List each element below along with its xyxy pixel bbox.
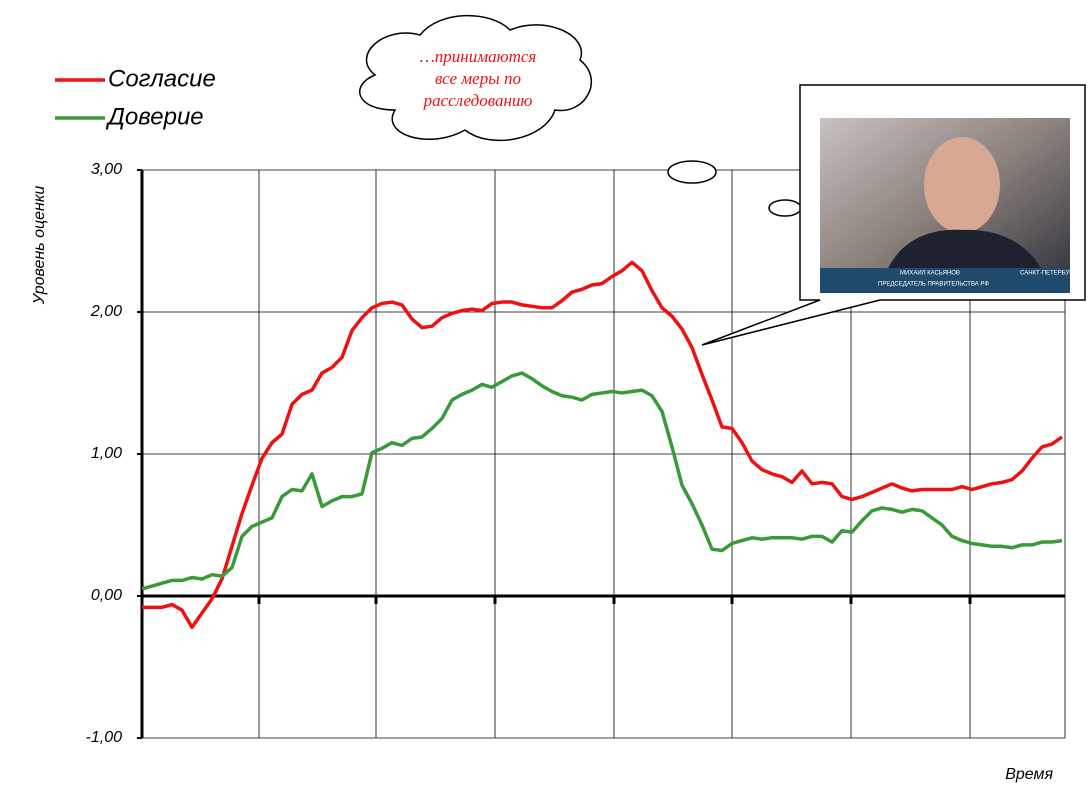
- photo-caption: МИХАИЛ КАСЬЯНОВ: [900, 271, 960, 277]
- annotation: расследованию: [423, 91, 533, 110]
- annotation: …принимаются: [420, 47, 537, 66]
- x-axis-title: Время: [1005, 766, 1053, 783]
- series-line: [141, 371, 1063, 591]
- legend-label: Согласие: [108, 65, 216, 92]
- photo-face: [924, 137, 1000, 233]
- thought-bubble: [667, 160, 717, 184]
- y-tick-label: 0,00: [91, 587, 122, 604]
- thought-bubble: [768, 199, 802, 217]
- legend-label: Доверие: [105, 103, 204, 130]
- series-line: [142, 260, 1064, 629]
- y-tick-label: 2,00: [90, 303, 122, 320]
- y-tick-label: 1,00: [91, 445, 122, 462]
- thought-cloud: [358, 14, 592, 142]
- annotation: все меры по: [435, 69, 521, 88]
- y-axis-title: Уровень оценки: [31, 186, 48, 306]
- photo-caption: ПРЕДСЕДАТЕЛЬ ПРАВИТЕЛЬСТВА РФ: [878, 282, 989, 288]
- y-tick-label: -1,00: [86, 729, 123, 746]
- photo-caption-band: [820, 268, 1070, 293]
- y-tick-label: 3,00: [91, 161, 122, 178]
- photo-caption: САНКТ-ПЕТЕРБУРГ: [1020, 271, 1077, 277]
